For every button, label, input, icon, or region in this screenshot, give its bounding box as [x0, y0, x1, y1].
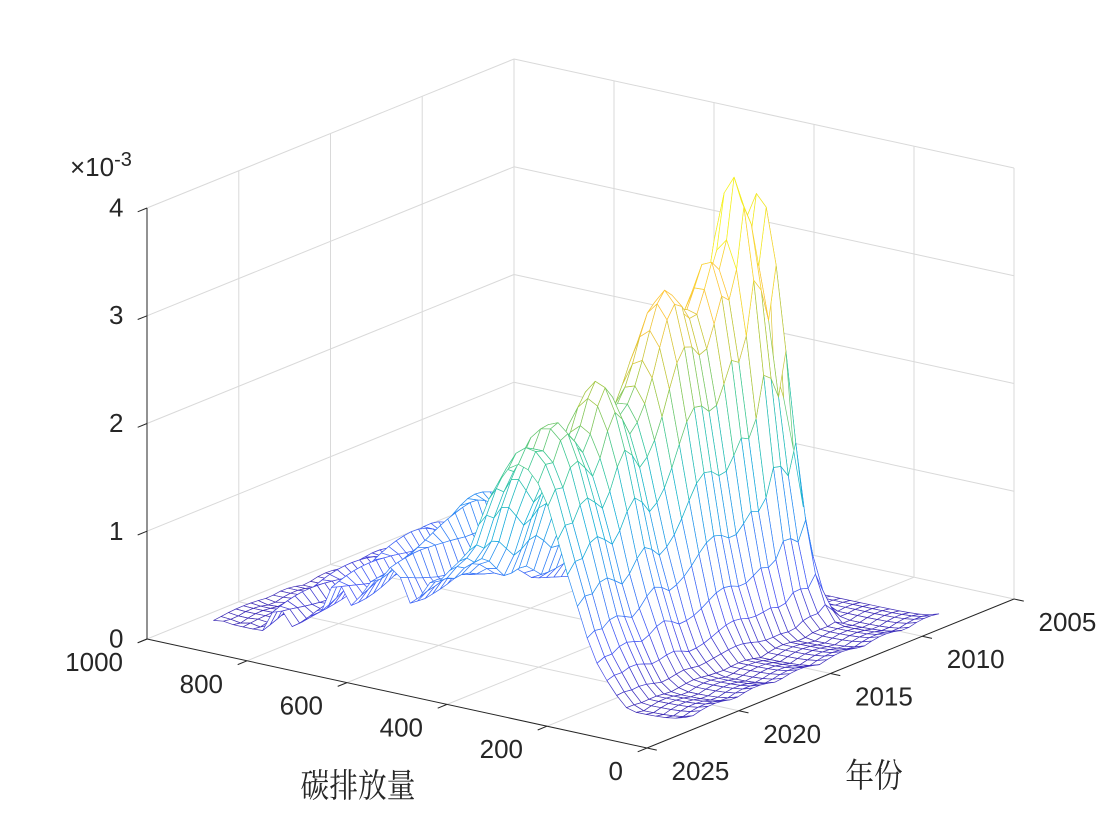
svg-text:3: 3 [109, 300, 123, 330]
svg-text:200: 200 [480, 734, 523, 764]
svg-text:1: 1 [109, 516, 123, 546]
svg-text:800: 800 [180, 669, 223, 699]
svg-text:0: 0 [609, 756, 623, 786]
svg-text:2015: 2015 [855, 682, 913, 712]
svg-text:4: 4 [109, 193, 123, 223]
svg-text:2005: 2005 [1039, 607, 1097, 637]
svg-text:1000: 1000 [65, 647, 123, 677]
svg-text:2010: 2010 [947, 644, 1005, 674]
svg-text:0: 0 [109, 624, 123, 654]
svg-text:400: 400 [380, 712, 423, 742]
svg-text:2020: 2020 [763, 719, 821, 749]
svg-text:2025: 2025 [672, 756, 730, 786]
svg-text:2: 2 [109, 408, 123, 438]
svg-text:600: 600 [280, 691, 323, 721]
